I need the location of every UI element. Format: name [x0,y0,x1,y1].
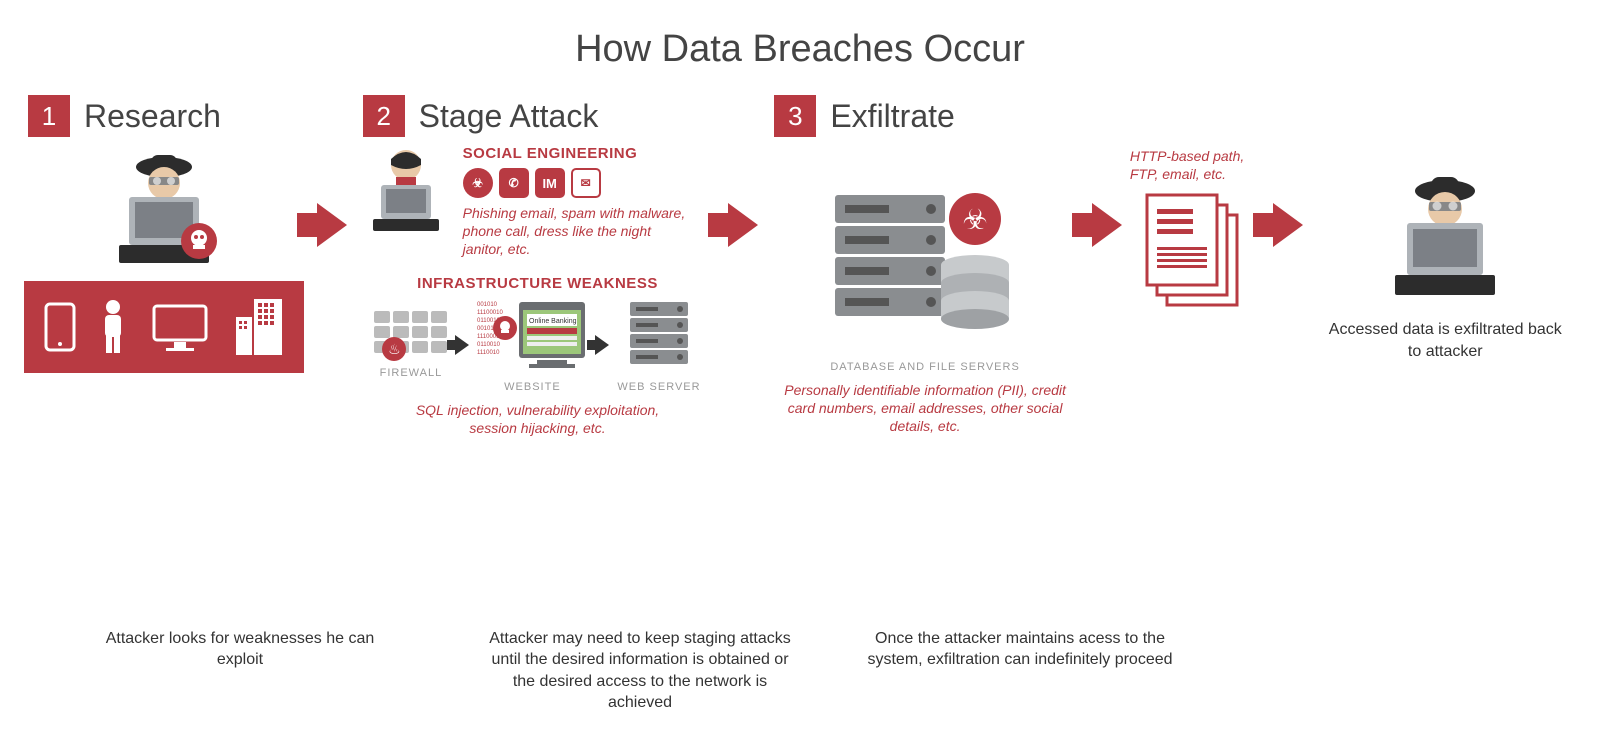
firewall-label: FIREWALL [374,367,447,379]
im-icon: IM [535,168,565,198]
person-icon [100,299,126,355]
website-label: WEBSITE [477,381,587,393]
hacker-icon [89,145,239,275]
victim-icon [361,145,451,235]
website-icon: 001010 11100010 0110010 001010 11100010 … [477,298,587,376]
stage-badge-3: 3 [774,95,816,137]
targets-bar [24,281,304,373]
hacker-receive-icon [1365,167,1525,307]
caption-1: Attacker looks for weaknesses he can exp… [90,628,390,714]
svg-text:001010: 001010 [477,302,498,308]
exfil-method-desc: HTTP-based path, FTP, email, etc. [1130,147,1265,183]
svg-text:Online Banking: Online Banking [529,318,577,325]
page-title: How Data Breaches Occur [0,28,1600,71]
stage-title-2: Stage Attack [419,98,599,135]
exfil-caption: Accessed data is exfiltrated back to att… [1325,319,1565,362]
firewall-icon: ♨ [374,311,447,353]
stage-research: 1 Research [20,95,309,373]
webserver-label: WEB SERVER [617,381,700,393]
stage-title-1: Research [84,98,221,135]
arrow-icon [1273,203,1303,247]
phone-icon: ✆ [499,168,529,198]
infra-row: ♨ FIREWALL 001010 11100010 0110010 00101… [355,298,721,393]
caption-3: Once the attacker maintains acess to the… [860,628,1180,714]
footer-captions: Attacker looks for weaknesses he can exp… [0,628,1600,714]
servers-label: DATABASE AND FILE SERVERS [830,361,1019,373]
documents-block: HTTP-based path, FTP, email, etc. [1130,95,1265,319]
documents-icon [1137,189,1257,319]
stage-badge-2: 2 [363,95,405,137]
svg-text:☣: ☣ [963,204,988,235]
svg-text:1110010: 1110010 [477,350,500,356]
tablet-icon [44,302,76,352]
attacker-receives: Accessed data is exfiltrated back to att… [1311,95,1580,362]
small-arrow-icon [455,335,469,355]
arrow-icon [728,203,758,247]
infra-desc: SQL injection, vulnerability exploitatio… [398,401,678,437]
mail-icon: ✉ [571,168,601,198]
stage-badge-1: 1 [28,95,70,137]
stage-attack: 2 Stage Attack SOCIAL ENGINEERING ☣ [355,95,721,437]
arrow-icon [1092,203,1122,247]
buildings-icon [234,297,284,357]
servers-desc: Personally identifiable information (PII… [775,381,1075,436]
arrow-icon [317,203,347,247]
social-icons-row: ☣ ✆ IM ✉ [463,168,693,198]
infra-heading: INFRASTRUCTURE WEAKNESS [355,275,721,292]
stage-title-3: Exfiltrate [830,98,954,135]
webserver-icon [624,298,694,376]
stages-row: 1 Research [0,95,1600,437]
svg-text:0110010: 0110010 [477,342,501,348]
svg-text:11100010: 11100010 [477,310,503,316]
database-servers-icon: ☣ [825,185,1025,355]
stage-exfiltrate: 3 Exfiltrate [766,95,1084,436]
monitor-icon [150,302,210,352]
social-heading: SOCIAL ENGINEERING [463,145,693,162]
social-desc: Phishing email, spam with malware, phone… [463,204,693,259]
caption-2: Attacker may need to keep staging attack… [480,628,800,714]
biohazard-icon: ☣ [463,168,493,198]
small-arrow-icon [595,335,609,355]
